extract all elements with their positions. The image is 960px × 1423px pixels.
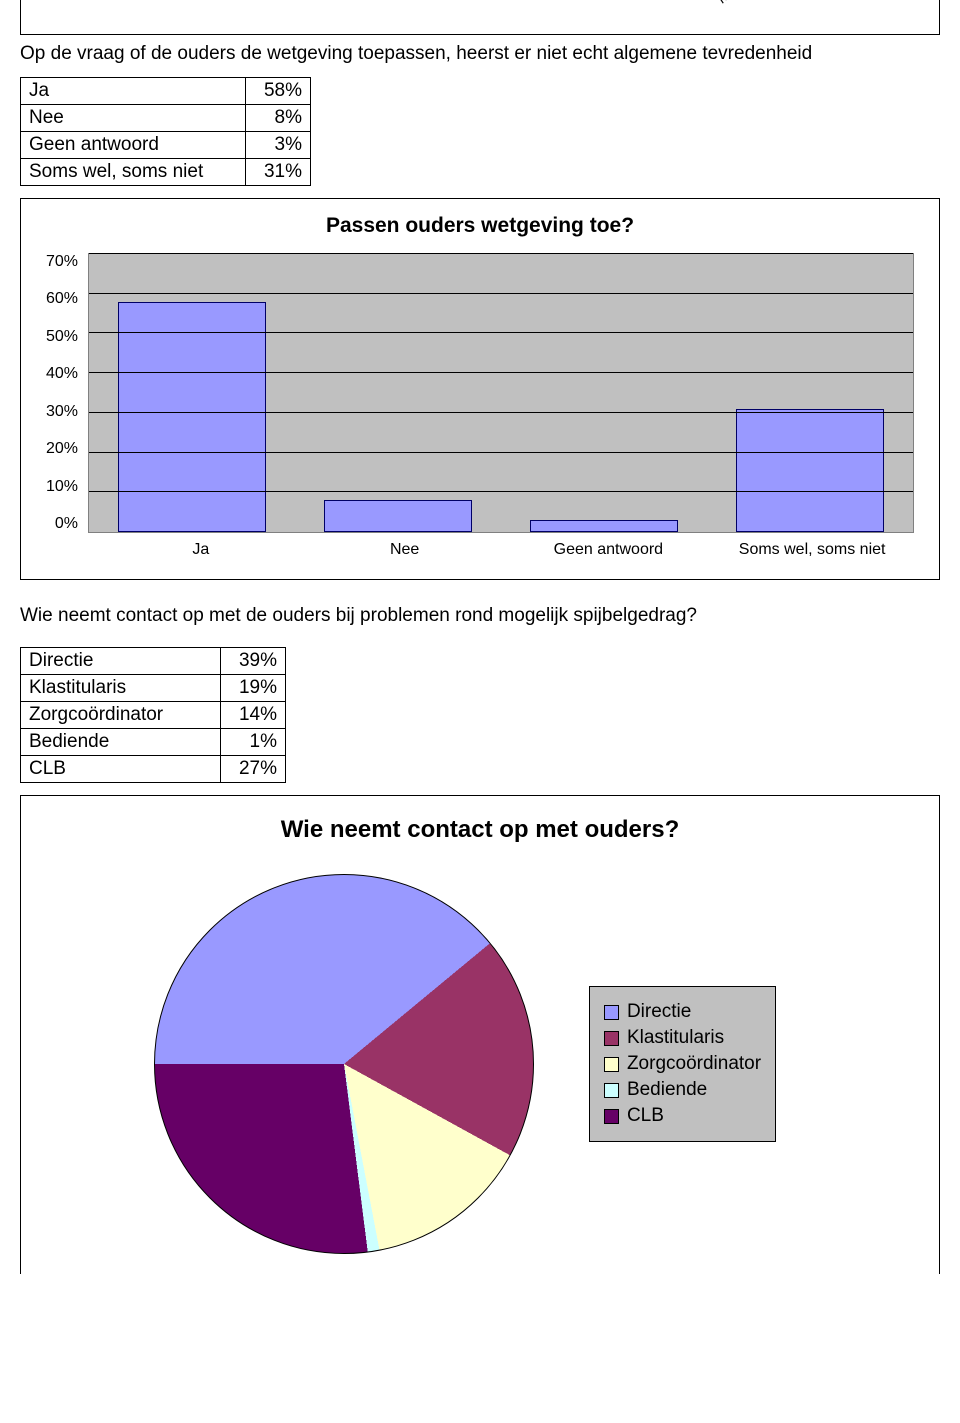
table-cell-value: 14% [221,702,286,729]
table-row: Soms wel, soms niet31% [21,159,311,186]
table-cell-value: 31% [246,159,311,186]
table-contact: Directie39%Klastitularis19%Zorgcoördinat… [20,647,286,783]
gridline [89,293,913,294]
legend-label: Klastitularis [627,1027,724,1049]
table-cell-value: 1% [221,729,286,756]
table-cell-label: Zorgcoördinator [21,702,221,729]
bar-slot [89,254,295,532]
table-cell-label: Klastitularis [21,675,221,702]
legend-label: Zorgcoördinator [627,1053,761,1075]
pie-chart-legend: Directie Klastitularis Zorgcoördinator Bedi… [589,986,776,1142]
table-cell-label: Directie [21,648,221,675]
legend-swatch [604,1031,619,1046]
table-cell-value: 39% [221,648,286,675]
bar-slot [707,254,913,532]
bar-chart-plot-area [88,253,914,533]
gridline [89,491,913,492]
gridline [89,372,913,373]
intro-paragraph: Op de vraag of de ouders de wetgeving to… [20,43,940,65]
bar-slot [295,254,501,532]
table-cell-label: CLB [21,756,221,783]
gridline [89,412,913,413]
table-cell-value: 8% [246,105,311,132]
y-tick-label: 30% [46,403,78,421]
x-tick-label: Nee [303,541,507,559]
bar [530,520,678,532]
legend-item: Bediende [604,1079,761,1101]
pie-chart [154,874,534,1254]
bar [736,409,884,532]
table-cell-label: Bediende [21,729,221,756]
table-row: Geen antwoord3% [21,132,311,159]
table-wetgeving: Ja58%Nee8%Geen antwoord3%Soms wel, soms … [20,77,311,186]
bar-slot [501,254,707,532]
table-cell-label: Geen antwoord [21,132,246,159]
table-row: Ja58% [21,78,311,105]
table-cell-label: Soms wel, soms niet [21,159,246,186]
pie-chart-title: Wie neemt contact op met ouders? [46,816,914,844]
legend-swatch [604,1083,619,1098]
table-cell-label: Ja [21,78,246,105]
legend-item: CLB [604,1105,761,1127]
x-tick-label: Ja [99,541,303,559]
pie-chart-container: Wie neemt contact op met ouders? Directi… [20,795,940,1274]
table-row: Klastitularis19% [21,675,286,702]
y-tick-label: 10% [46,478,78,496]
bar-chart-title: Passen ouders wetgeving toe? [46,214,914,238]
bar-chart-bars-layer [89,254,913,532]
table-row: CLB27% [21,756,286,783]
x-tick-label: Geen antwoord [507,541,711,559]
y-tick-label: 0% [55,515,78,533]
table-row: Zorgcoördinator14% [21,702,286,729]
bar [324,500,472,532]
y-tick-label: 70% [46,253,78,271]
bar [118,302,266,532]
legend-swatch [604,1109,619,1124]
legend-item: Zorgcoördinator [604,1053,761,1075]
legend-item: Directie [604,1001,761,1023]
legend-label: CLB [627,1105,664,1127]
bar-chart-x-axis: JaNeeGeen antwoordSoms wel, soms niet [99,541,914,559]
table-cell-value: 19% [221,675,286,702]
y-tick-label: 50% [46,328,78,346]
page-header-box: Mon [20,0,940,35]
bar-chart-container: Passen ouders wetgeving toe? 70% 60% 50% 40… [20,198,940,580]
y-tick-label: 60% [46,290,78,308]
legend-swatch [604,1005,619,1020]
y-tick-label: 20% [46,440,78,458]
table-row: Directie39% [21,648,286,675]
bar-chart-y-axis: 70% 60% 50% 40% 30% 20% 10% 0% [46,253,88,533]
legend-label: Directie [627,1001,691,1023]
legend-swatch [604,1057,619,1072]
x-tick-label: Soms wel, soms niet [710,541,914,559]
table-row: Bediende1% [21,729,286,756]
table-cell-value: 27% [221,756,286,783]
table-cell-label: Nee [21,105,246,132]
gridline [89,332,913,333]
rotated-label: Mon [713,0,746,7]
gridline [89,253,913,254]
legend-label: Bediende [627,1079,707,1101]
table-row: Nee8% [21,105,311,132]
y-tick-label: 40% [46,365,78,383]
table-cell-value: 58% [246,78,311,105]
table-cell-value: 3% [246,132,311,159]
legend-item: Klastitularis [604,1027,761,1049]
gridline [89,452,913,453]
question-contact: Wie neemt contact op met de ouders bij p… [20,605,940,627]
